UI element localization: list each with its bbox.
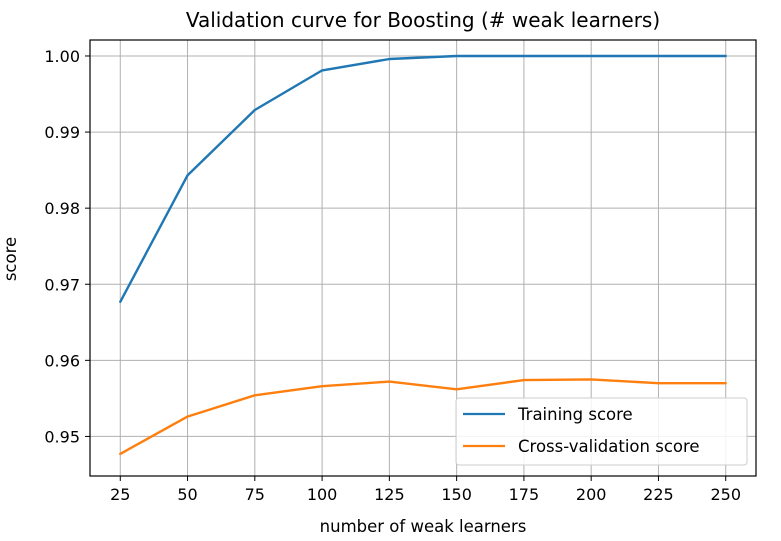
x-tick-label: 50 <box>177 485 197 504</box>
x-tick-label: 150 <box>441 485 472 504</box>
legend-box <box>455 397 748 466</box>
axis-ticks: 25 50 75 100 125 150 175 200 225 250 0.95 0.96 0.97 0… <box>44 47 741 504</box>
plot-frame <box>89 39 757 477</box>
training-score-line <box>119 54 727 303</box>
y-tick-label: 0.95 <box>44 427 80 446</box>
series-lines <box>119 54 727 456</box>
grid <box>90 40 756 476</box>
legend: Training score Cross-validation score <box>455 397 748 466</box>
x-axis-label: number of weak learners <box>320 517 527 536</box>
y-tick-label: 0.97 <box>44 275 80 294</box>
x-tick-label: 250 <box>710 485 741 504</box>
x-tick-label: 100 <box>307 485 338 504</box>
legend-label-training: Training score <box>517 405 633 424</box>
y-tick-label: 0.98 <box>44 199 80 218</box>
y-tick-label: 0.96 <box>44 351 80 370</box>
x-tick-label: 125 <box>374 485 405 504</box>
x-tick-label: 75 <box>245 485 265 504</box>
y-axis-label: score <box>1 237 20 281</box>
cross-validation-score-line <box>119 378 727 456</box>
y-tick-label: 1.00 <box>44 47 80 66</box>
legend-label-cross-validation: Cross-validation score <box>518 437 700 456</box>
x-tick-label: 200 <box>576 485 607 504</box>
x-tick-label: 25 <box>110 485 130 504</box>
y-tick-label: 0.99 <box>44 123 80 142</box>
x-tick-label: 175 <box>509 485 540 504</box>
x-tick-label: 225 <box>643 485 674 504</box>
chart-title: Validation curve for Boosting (# weak le… <box>186 8 660 32</box>
